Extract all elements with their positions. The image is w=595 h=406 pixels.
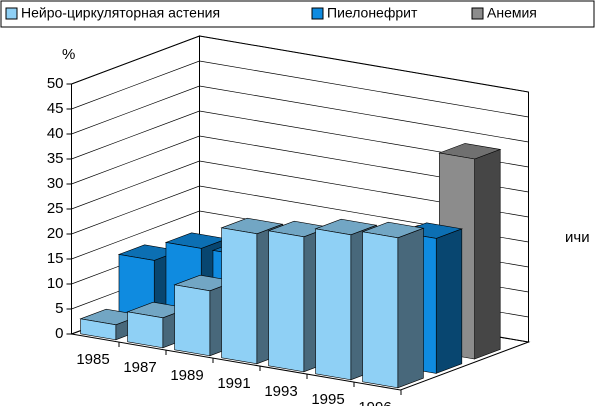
legend-swatch (311, 7, 324, 20)
x-tick-label: 1989 (170, 367, 203, 384)
y-tick-label: 40 (47, 125, 64, 142)
legend-label: Пиелонефрит (327, 5, 418, 21)
bar-side (474, 148, 501, 360)
legend-label: Нейро-циркуляторная астения (21, 5, 220, 21)
y-tick-label: 25 (47, 200, 64, 217)
legend-label: Анемия (487, 5, 537, 21)
bar (315, 228, 352, 381)
grid-line (71, 160, 529, 218)
grid-line (71, 185, 529, 243)
grid-line (71, 135, 529, 193)
y-tick-label: 10 (47, 275, 64, 292)
y-tick-label: 5 (55, 300, 63, 317)
grid-line (71, 110, 529, 168)
x-tick-label: 1995 (311, 391, 344, 406)
x-tick-label: 1996 (358, 399, 391, 406)
bar-side (435, 228, 463, 374)
legend-box (0, 0, 595, 28)
y-tick-label: 35 (47, 150, 64, 167)
grid-line (71, 85, 529, 143)
y-tick-label: 45 (47, 100, 64, 117)
legend-swatch (471, 7, 484, 20)
y-axis-label: % (62, 46, 75, 63)
annotation: ичи (565, 229, 590, 246)
x-tick-label: 1985 (76, 351, 109, 368)
bar-side (397, 227, 424, 389)
y-tick-label: 0 (55, 325, 63, 342)
x-tick-label: 1991 (217, 375, 250, 392)
legend-swatch (5, 7, 18, 20)
bar (268, 230, 305, 373)
bar (362, 231, 399, 389)
bar (174, 284, 211, 357)
y-tick-label: 50 (47, 75, 64, 92)
grid-line (71, 35, 529, 93)
bar (80, 318, 117, 341)
grid-line (71, 60, 529, 118)
y-tick-label: 20 (47, 225, 64, 242)
x-tick-label: 1987 (123, 359, 156, 376)
y-tick-label: 15 (47, 250, 64, 267)
bar (127, 311, 164, 349)
bar (221, 227, 258, 365)
x-tick-label: 1993 (264, 383, 297, 400)
y-tick-label: 30 (47, 175, 64, 192)
